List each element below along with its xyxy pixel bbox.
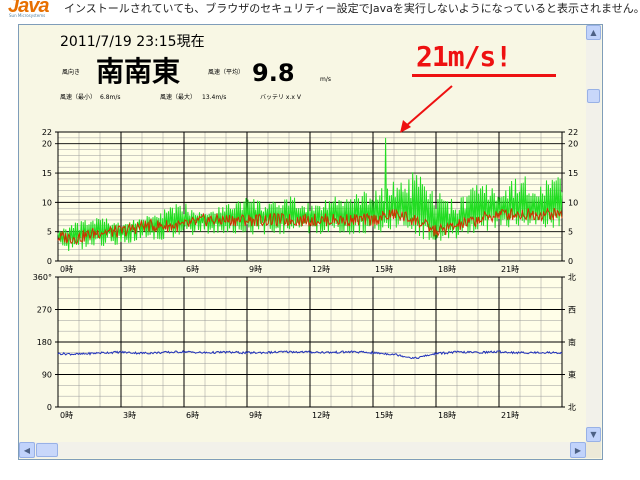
callout-underline [412,74,556,77]
y-tick-label: 10 [42,198,52,207]
x-tick-label: 6時 [186,411,199,420]
y-tick-label: 360° [33,273,52,282]
avg-speed-value: 9.8 [252,59,295,87]
java-notice-text: インストールされていても、ブラウザのセキュリティー設定でJavaを実行しないよう… [64,2,640,15]
datetime-label: 2011/7/19 23:15現在 [60,34,205,50]
y-tick-label-right: 西 [568,306,576,315]
x-tick-label: 12時 [312,411,330,420]
avg-speed-unit: m/s [320,76,331,83]
y-tick-label: 0 [47,257,52,266]
direction-line [57,349,563,360]
x-tick-label: 21時 [501,265,519,274]
x-tick-label: 3時 [123,411,136,420]
y-tick-label: 20 [42,140,52,149]
plot-border [57,276,563,408]
direction-value: 南南東 [96,55,180,88]
y-tick-label-right: 南 [568,337,576,347]
x-tick-label: 15時 [375,411,393,420]
java-logo-sub: Sun Microsystems [9,13,46,18]
scroll-right-button[interactable]: ▶ [570,442,586,458]
x-tick-label: 9時 [249,265,262,274]
y-tick-label-right: 15 [568,169,578,178]
min-speed-label: 風速（最小） [60,93,96,101]
scrollbar-corner [586,442,601,458]
y-tick-label: 90 [42,371,52,380]
y-tick-label-right: 0 [568,257,573,266]
battery-label: バッテリ x.x V [260,94,302,101]
wind-speed-chart: 0 0 5 5 10 10 15 15 20 20 22 22 0時 3時 6時 9時 12時 15時 18時 21時 [42,128,578,274]
x-tick-label: 9時 [249,411,262,420]
x-tick-label: 0時 [60,411,73,420]
x-tick-label: 18時 [438,411,456,420]
avg-speed-line [57,207,563,245]
y-tick-label: 22 [42,128,52,137]
scroll-down-button[interactable]: ▼ [586,427,601,442]
y-tick-label: 5 [47,228,52,237]
wind-direction-chart: 0 北 90 東 180 南 270 西 360° 北 0時 3時 6時 9時 12時 15時 18時 21時 [33,273,576,420]
scroll-left-button[interactable]: ◀ [19,442,35,458]
y-tick-label-right: 5 [568,228,573,237]
y-tick-label: 270 [37,306,52,315]
y-tick-label: 180 [37,338,52,347]
x-tick-label: 18時 [438,265,456,274]
vertical-scroll-thumb[interactable] [587,89,600,103]
scroll-up-button[interactable]: ▲ [586,25,601,40]
java-logo: Java [8,0,49,17]
java-notice-banner: Java Sun Microsystems インストールされていても、ブラウザの… [0,0,640,22]
min-speed-value: 6.8m/s [100,94,121,101]
y-tick-label-right: 20 [568,140,578,149]
x-tick-label: 15時 [375,265,393,274]
gust-speed-line [57,137,563,252]
avg-speed-label: 風速（平均） [208,68,244,76]
x-tick-label: 12時 [312,265,330,274]
x-tick-label: 0時 [60,265,73,274]
y-tick-label-right: 東 [568,370,576,380]
max-speed-value: 13.4m/s [202,94,226,101]
x-tick-label: 6時 [186,265,199,274]
max-speed-label: 風速（最大） [160,93,196,101]
x-tick-label: 3時 [123,265,136,274]
wind-applet-canvas: 2011/7/19 23:15現在 風向き 南南東 風速（平均） 9.8 m/s… [33,34,578,420]
horizontal-scrollbar[interactable]: ◀ ▶ [19,442,586,458]
horizontal-scroll-thumb[interactable] [36,443,58,457]
direction-label: 風向き [62,68,80,76]
applet-content: 2011/7/19 23:15現在 風向き 南南東 風速（平均） 9.8 m/s… [18,24,586,444]
y-tick-label: 15 [42,169,52,178]
y-tick-label: 0 [47,403,52,412]
gust-callout: 21m/s! [416,40,512,73]
y-tick-label-right: 北 [568,273,576,282]
x-tick-label: 21時 [501,411,519,420]
y-tick-label-right: 北 [568,403,576,412]
y-tick-label-right: 22 [568,128,578,137]
y-tick-label-right: 10 [568,198,578,207]
vertical-scrollbar[interactable]: ▲ ▼ [586,25,601,442]
